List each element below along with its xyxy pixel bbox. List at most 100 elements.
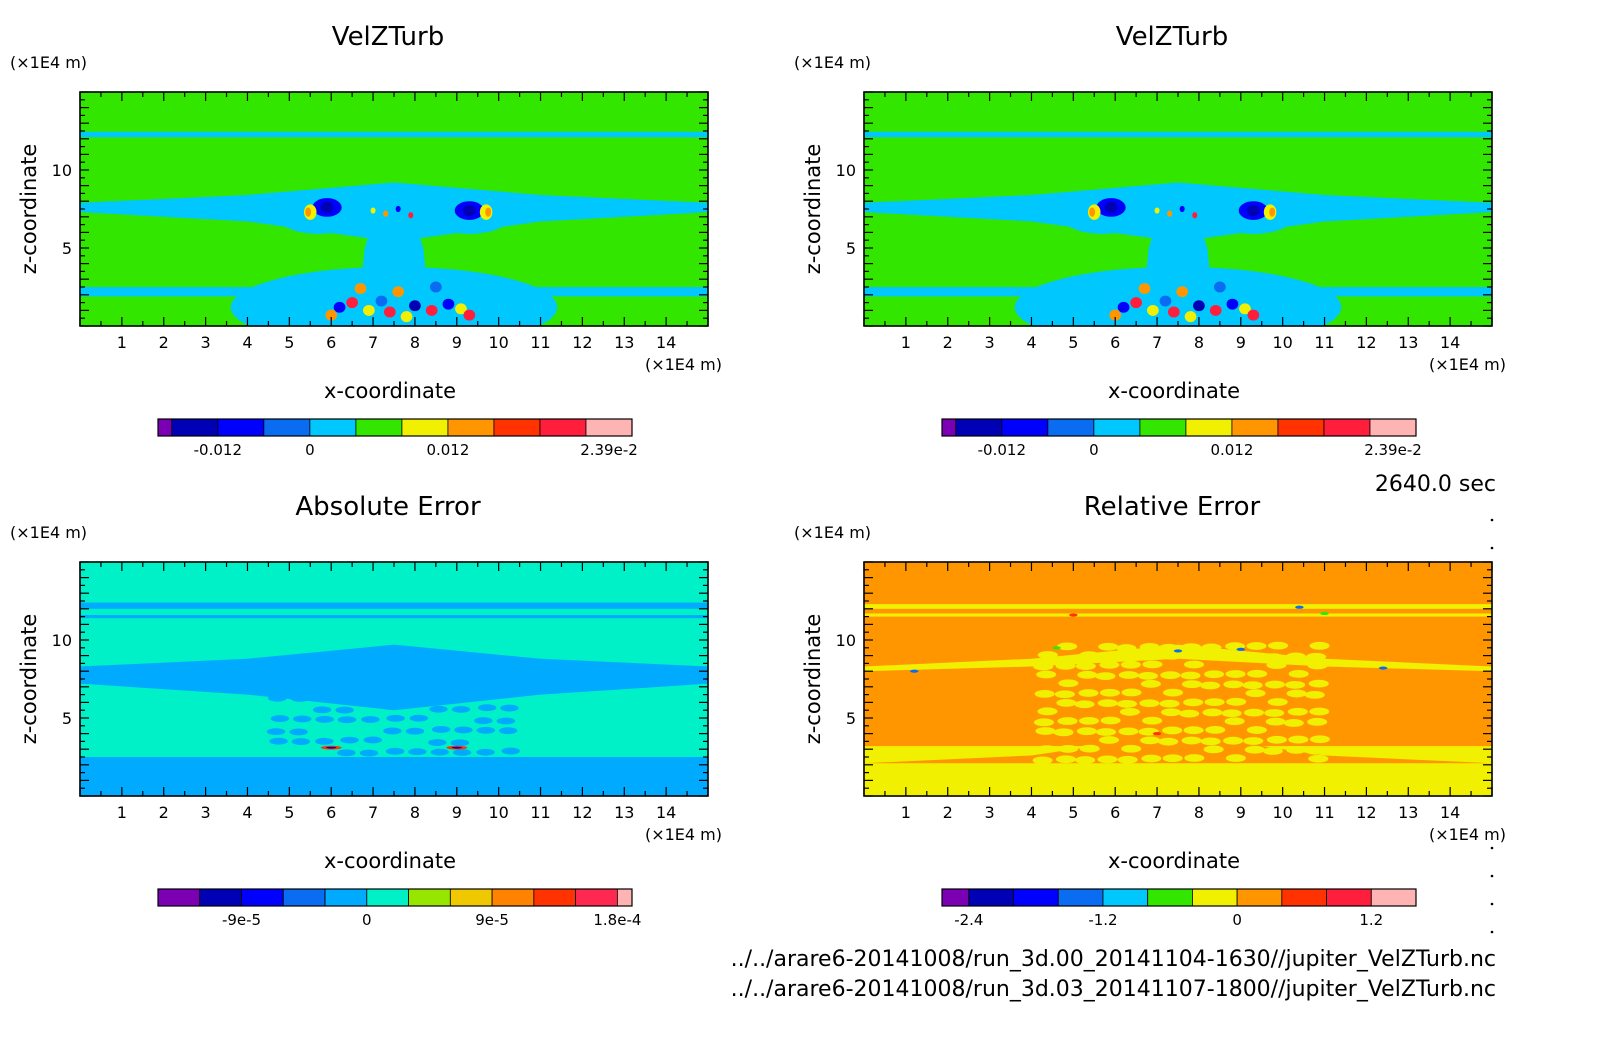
x-tick-label: 12: [572, 333, 592, 352]
x-tick-label: 12: [1356, 803, 1376, 822]
x-tick-label: 8: [410, 333, 420, 352]
field-blob: [1160, 671, 1181, 680]
field-blob: [1076, 727, 1097, 736]
field-blob: [1225, 670, 1246, 678]
field-blob: [1117, 755, 1138, 764]
field-blob: [1137, 671, 1158, 680]
field-blob: [1140, 679, 1161, 688]
field-band-upper: [864, 131, 1492, 138]
field-blob: [1142, 716, 1163, 725]
field-lower-plume: [230, 266, 558, 326]
tick-marks: [863, 91, 1493, 327]
colorbar-segment: [355, 418, 403, 437]
field-blob: [430, 748, 449, 756]
field-blob: [476, 726, 495, 734]
field-blob: [1202, 708, 1223, 717]
colorbar-segment: [941, 418, 957, 437]
field-blob: [409, 300, 421, 312]
field-blob: [1036, 745, 1057, 754]
colorbar-label: 2.39e-2: [1364, 441, 1422, 459]
field-blob: [1269, 207, 1276, 217]
y-tick-label: 10: [836, 631, 856, 650]
x-tick-label: 14: [1440, 333, 1460, 352]
x-tick-label: 12: [572, 803, 592, 822]
field-blob: [1141, 754, 1162, 763]
field-blob: [1075, 662, 1096, 671]
field-blob: [500, 704, 519, 712]
colorbar-segment: [171, 418, 219, 437]
field-blob: [1147, 304, 1159, 316]
colorbar-segment: [1326, 888, 1372, 907]
field-blob: [1268, 641, 1289, 650]
field-blob: [1058, 679, 1079, 688]
x-tick-label: 13: [1398, 333, 1418, 352]
field-blob: [1034, 689, 1055, 698]
field-blob: [1099, 688, 1120, 697]
field-blob: [1266, 661, 1287, 670]
field-blob: [1079, 744, 1100, 753]
field-error-spot: [1378, 666, 1388, 670]
field-blob: [1142, 660, 1163, 669]
field-blob: [1116, 700, 1138, 708]
y-axis-label: z-coordinate: [17, 144, 41, 275]
x-axis-unit: (×1E4 m): [645, 355, 722, 374]
x-axis-label: x-coordinate: [1108, 849, 1240, 873]
field-blob: [337, 716, 357, 724]
field-blob: [1167, 210, 1173, 217]
field-band-upper-2: [80, 615, 708, 619]
field-blob: [1181, 643, 1202, 651]
colorbar-label: -0.012: [194, 441, 242, 459]
field-blob: [432, 693, 451, 700]
field-blob: [1214, 281, 1226, 293]
field-blob: [326, 746, 337, 749]
colorbar-segment: [199, 888, 242, 907]
colorbar-label: 2.39e-2: [580, 441, 638, 459]
field-blob: [1120, 660, 1141, 669]
colorbar-segment: [449, 888, 493, 907]
field-blob: [1307, 717, 1328, 726]
field-blob: [1209, 304, 1222, 316]
field-blob: [455, 692, 475, 700]
field-blob: [370, 207, 376, 214]
field-error-spot: [1052, 646, 1061, 650]
field-blob: [1287, 707, 1308, 716]
x-axis-unit: (×1E4 m): [645, 825, 722, 844]
colorbar-segment: [241, 888, 284, 907]
colorbar-frame: [157, 418, 633, 437]
colorbar-segment: [408, 888, 451, 907]
field-blob: [1309, 707, 1330, 716]
dot-mark: [1490, 874, 1494, 878]
field-blob: [361, 694, 380, 701]
field-blob: [363, 736, 383, 744]
x-tick-label: 3: [985, 333, 995, 352]
colorbar-label: 0.012: [426, 441, 469, 459]
field-blob: [1245, 689, 1266, 698]
field-blob: [1130, 297, 1142, 309]
field-blob: [1075, 756, 1096, 764]
field-blob: [290, 695, 310, 702]
field-blob: [477, 704, 497, 712]
x-tick-label: 7: [1152, 803, 1162, 822]
x-tick-label: 10: [488, 803, 508, 822]
field-blob: [381, 684, 400, 692]
colorbar-segment: [1102, 888, 1149, 907]
colorbar-segment: [1369, 418, 1417, 437]
field-blob: [1119, 708, 1140, 716]
contour-field: [80, 562, 708, 796]
field-blob: [1033, 718, 1054, 727]
field-blob: [1096, 728, 1117, 736]
colorbar-segment: [1093, 418, 1141, 437]
colorbar-segment: [585, 418, 633, 437]
x-tick-label: 6: [326, 803, 336, 822]
field-blob: [312, 706, 332, 714]
field-blob: [1058, 745, 1079, 753]
dot-mark: [1490, 518, 1494, 522]
chart-title: VelZTurb: [332, 22, 444, 52]
field-blob: [1203, 745, 1224, 754]
field-blob: [1246, 642, 1267, 650]
field-blob: [463, 309, 476, 321]
y-tick-label: 10: [52, 161, 72, 180]
field-blob: [386, 714, 405, 722]
x-tick-label: 4: [242, 333, 252, 352]
field-blob: [474, 717, 493, 725]
